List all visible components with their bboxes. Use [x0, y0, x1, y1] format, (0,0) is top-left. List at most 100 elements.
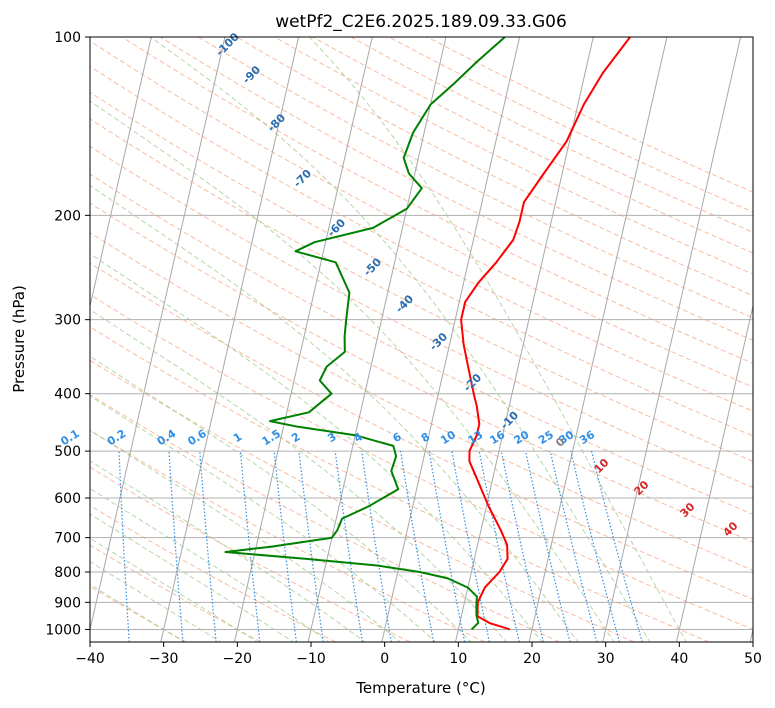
- mixing-ratio-line: [199, 451, 217, 642]
- dry-adiabat: [90, 504, 336, 642]
- dry-adiabat: [350, 37, 753, 233]
- mixing-ratio-label: 10: [438, 428, 458, 447]
- y-tick-label: 600: [54, 491, 81, 507]
- dry-adiabat: [90, 91, 753, 437]
- background-lines: [90, 37, 753, 642]
- isotherm-label: -80: [265, 111, 288, 134]
- moist-adiabat: [90, 355, 472, 642]
- x-axis: −40 −30 −20 −10 0 10 20 30 40 50: [75, 642, 762, 667]
- mixing-ratio-line: [549, 450, 598, 642]
- mixing-ratio-line: [590, 450, 643, 642]
- mixing-ratio-line: [570, 450, 621, 642]
- moist-adiabat: [90, 487, 331, 642]
- y-tick-label: 500: [54, 444, 81, 460]
- x-tick-label: 30: [597, 651, 615, 667]
- dry-adiabat: [90, 232, 753, 571]
- temperature-profile-line: [460, 37, 631, 631]
- isotherm-label: -60: [325, 216, 348, 239]
- x-tick-label: 10: [449, 651, 467, 667]
- dry-adiabat: [426, 37, 753, 193]
- isotherm-line: [528, 37, 668, 642]
- dry-adiabat: [90, 262, 753, 600]
- mixing-ratio-label: 1: [231, 430, 244, 445]
- moist-adiabat: [90, 513, 295, 642]
- x-tick-label: −10: [296, 651, 326, 667]
- moist-adiabat: [90, 309, 508, 642]
- dry-adiabat: [90, 293, 753, 630]
- dry-adiabat: [90, 394, 560, 642]
- mixing-ratio-line: [451, 450, 490, 642]
- isotherm-label: -30: [427, 330, 450, 353]
- mixing-ratio-label: 36: [577, 428, 597, 447]
- y-tick-label: 100: [54, 30, 81, 46]
- isotherm-label: -20: [461, 371, 484, 394]
- mixing-ratio-line: [400, 451, 435, 642]
- mixing-ratio-line: [500, 450, 544, 642]
- x-tick-label: 40: [670, 651, 688, 667]
- y-tick-label: 200: [54, 208, 81, 224]
- x-tick-label: −30: [149, 651, 179, 667]
- isotherm-line: [307, 37, 447, 642]
- mixing-ratio-label: 8: [419, 430, 432, 445]
- mixing-ratio-label: 25: [536, 428, 556, 447]
- dry-adiabat: [90, 118, 753, 463]
- mixing-ratio-label: 0.2: [105, 427, 128, 448]
- dry-adiabat: [90, 359, 635, 642]
- mixing-ratio-label: 13: [465, 428, 485, 447]
- moist-adiabat: [309, 37, 687, 642]
- moist-adiabat: [90, 460, 366, 642]
- mixing-ratio-line: [239, 451, 261, 642]
- dry-adiabat: [90, 202, 753, 543]
- dry-adiabat: [90, 40, 753, 388]
- mixing-ratio-line: [428, 451, 466, 642]
- dry-adiabat: [90, 145, 753, 489]
- dry-adiabat: [274, 37, 753, 275]
- y-axis: 100 200 300 400 500 600 700 800 900 1000: [45, 30, 90, 638]
- mixing-ratio-label: 20: [512, 428, 532, 447]
- dry-adiabat: [236, 37, 753, 297]
- isotherm-line: [90, 37, 226, 632]
- moist-adiabat: [90, 395, 437, 642]
- y-tick-label: 1000: [45, 622, 81, 638]
- isotherm-label: 20: [632, 478, 652, 498]
- isotherm-line: [454, 37, 594, 642]
- mixing-ratio-line: [298, 451, 324, 642]
- x-tick-label: 50: [744, 651, 762, 667]
- x-tick-label: −20: [223, 651, 253, 667]
- mixing-ratio-line: [361, 451, 392, 642]
- mixing-ratio-line: [478, 450, 520, 642]
- dry-adiabat: [198, 37, 753, 319]
- y-axis-label: Pressure (hPa): [10, 285, 28, 393]
- moist-adiabat: [90, 100, 615, 642]
- y-tick-label: 900: [54, 595, 81, 611]
- dry-adiabat: [90, 173, 753, 515]
- mixing-ratio-line: [168, 451, 184, 642]
- mixing-ratio-line: [118, 451, 130, 642]
- isotherm-line: [90, 37, 152, 309]
- mixing-ratio-line: [273, 451, 297, 642]
- moist-adiabat: [150, 37, 651, 642]
- dry-adiabat: [312, 37, 753, 254]
- moist-adiabat: [90, 583, 186, 642]
- moist-adiabat: [90, 429, 402, 642]
- sounding-profiles: [224, 37, 631, 631]
- isotherm-label: -10: [498, 409, 521, 432]
- isotherm-line: [233, 37, 373, 642]
- isotherm-label: -50: [361, 255, 384, 278]
- y-tick-label: 300: [54, 313, 81, 329]
- moist-adiabat: [90, 253, 543, 642]
- y-tick-label: 700: [54, 531, 81, 547]
- mixing-ratio-line: [525, 450, 571, 642]
- mixing-ratio-line: [334, 451, 363, 642]
- dry-adiabat: [90, 429, 486, 642]
- dry-adiabat: [159, 37, 753, 341]
- chart-title: wetPf2_C2E6.2025.189.09.33.G06: [275, 12, 567, 32]
- isotherm-label: -90: [240, 63, 263, 86]
- isotherm-line: [381, 37, 521, 642]
- dry-adiabat: [90, 65, 753, 412]
- x-axis-label: Temperature (°C): [355, 679, 485, 697]
- dewpoint-profile-line: [224, 37, 506, 631]
- isotherm-line: [160, 37, 300, 642]
- dry-adiabat: [90, 326, 710, 642]
